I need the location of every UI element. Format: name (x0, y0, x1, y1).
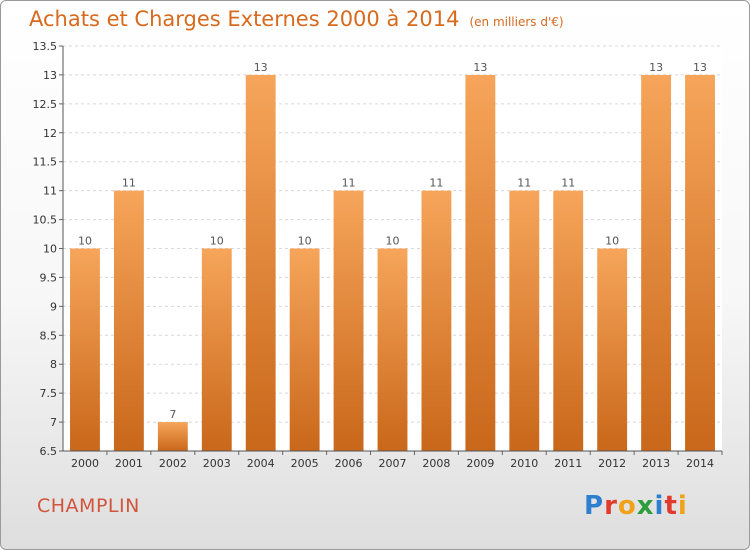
y-tick-label: 11 (43, 185, 57, 198)
commune-name: CHAMPLIN (37, 495, 140, 517)
logo-letter: P (584, 491, 605, 521)
bar (685, 74, 715, 451)
bar (465, 74, 496, 451)
x-tick-label: 2005 (291, 457, 319, 470)
x-tick-label: 2002 (159, 457, 187, 470)
bar-value-label: 10 (210, 235, 224, 248)
bar-value-label: 10 (298, 235, 312, 248)
y-tick-label: 6.5 (40, 445, 58, 458)
x-tick-label: 2010 (510, 457, 538, 470)
y-tick-label: 10 (43, 243, 57, 256)
x-tick-label: 2007 (379, 457, 407, 470)
bar-value-label: 10 (386, 235, 400, 248)
chart-title-text: Achats et Charges Externes 2000 à 2014 (29, 7, 460, 31)
bar (157, 422, 188, 451)
logo-letter: t (664, 491, 678, 521)
x-tick-label: 2001 (115, 457, 143, 470)
x-tick-label: 2012 (598, 457, 626, 470)
y-tick-label: 12 (43, 127, 57, 140)
bar-value-label: 10 (605, 235, 619, 248)
bar (597, 248, 628, 451)
x-tick-label: 2013 (642, 457, 670, 470)
bar (421, 190, 452, 451)
x-tick-label: 2014 (686, 457, 714, 470)
logo-letter: i (677, 491, 688, 521)
logo-letter: i (654, 491, 665, 521)
bar (289, 248, 320, 451)
bar (641, 74, 672, 451)
bar-value-label: 13 (473, 61, 487, 74)
grid-lines (63, 45, 722, 452)
bar-value-label: 11 (429, 177, 443, 190)
y-tick-label: 10.5 (33, 214, 58, 227)
y-tick-label: 7.5 (40, 387, 58, 400)
y-tick-label: 13 (43, 69, 57, 82)
bar (201, 248, 232, 451)
x-tick-label: 2006 (335, 457, 363, 470)
y-tick-label: 9 (50, 300, 57, 313)
x-tick-label: 2003 (203, 457, 231, 470)
bar-value-label: 11 (561, 177, 575, 190)
x-tick-label: 2009 (466, 457, 494, 470)
y-tick-label: 7 (50, 416, 57, 429)
logo-letter: x (636, 491, 655, 521)
bar-value-label: 10 (78, 235, 92, 248)
bar-value-label: 13 (254, 61, 268, 74)
x-tick-label: 2008 (422, 457, 450, 470)
bar (509, 190, 540, 451)
y-tick-label: 8.5 (40, 329, 58, 342)
bar-value-label: 13 (649, 61, 663, 74)
chart-title: Achats et Charges Externes 2000 à 2014 (e… (29, 7, 564, 31)
bar (333, 190, 364, 451)
x-tick-label: 2004 (247, 457, 275, 470)
y-tick-label: 13.5 (33, 40, 58, 53)
x-tick-label: 2011 (554, 457, 582, 470)
bar (70, 248, 100, 451)
bar-value-label: 11 (342, 177, 356, 190)
bar (113, 190, 144, 451)
x-tick-label: 2000 (71, 457, 99, 470)
axes: 6.5 7 7.5 8 8.5 9 9.5 10 10.5 11 11.5 12 12.5 13 13.5 2… (33, 40, 723, 470)
bar-value-label: 11 (122, 177, 136, 190)
bar-value-label: 11 (517, 177, 531, 190)
y-tick-label: 8 (50, 358, 57, 371)
proxiti-logo: Proxiti (584, 491, 688, 521)
chart-unit: (en milliers d'€) (469, 15, 564, 29)
logo-letter: r (604, 491, 618, 521)
y-tick-label: 12.5 (33, 98, 58, 111)
bar (553, 190, 584, 451)
bar (245, 74, 276, 451)
y-tick-label: 11.5 (33, 156, 58, 169)
bar (377, 248, 408, 451)
y-tick-label: 9.5 (40, 271, 58, 284)
logo-letter: o (617, 491, 637, 521)
bar-value-label: 13 (693, 61, 707, 74)
bar-value-label: 7 (169, 408, 176, 421)
value-labels: 10 11 7 10 13 10 11 10 11 13 11 11 10 13 13 (78, 61, 707, 421)
bars (70, 74, 715, 451)
